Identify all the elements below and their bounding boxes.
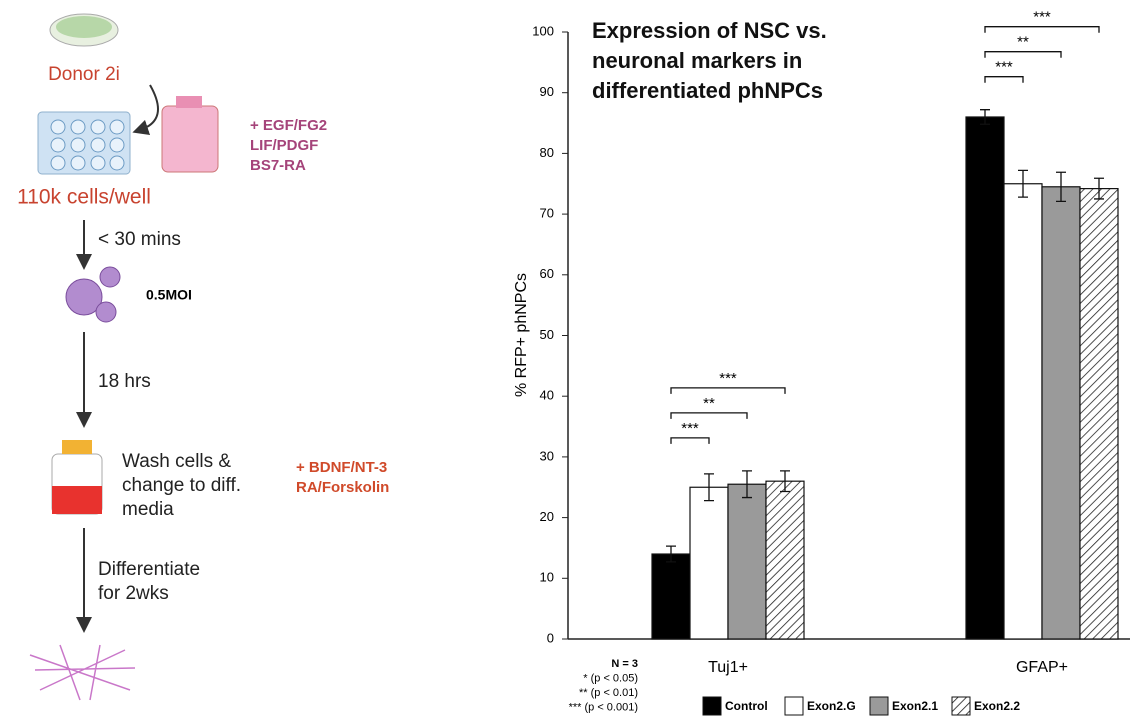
y-tick-label: 20 [540,509,554,524]
cells-label: 110k cells/well [17,186,151,209]
wash-line: media [122,499,174,520]
y-tick-label: 10 [540,570,554,585]
significance-bracket [671,388,785,394]
legend-swatch [870,697,888,715]
wash-line: Wash cells & [122,451,231,472]
y-tick-label: 30 [540,448,554,463]
significance-label: *** [995,59,1013,76]
significance-label: ** [1017,34,1029,51]
bar [728,484,766,639]
bar [652,554,690,639]
legend-swatch [785,697,803,715]
significance-bracket [985,52,1061,58]
note: N = 3 [611,658,638,670]
x-tick-label: GFAP+ [1016,659,1068,676]
canvas: Donor 2i + EGF/FG2 LIF/PDGF BS7-RA 110k … [0,0,1140,719]
legend-label: Exon2.2 [974,699,1020,713]
wash-line: change to diff. [122,475,241,496]
bar [1004,184,1042,639]
diff-line: Differentiate [98,559,200,580]
legend-label: Control [725,699,768,713]
step-label: < 30 mins [98,229,181,250]
y-tick-label: 40 [540,388,554,403]
y-tick-label: 60 [540,266,554,281]
media-line: LIF/PDGF [250,137,318,154]
page: body { margin: 0; width: 1140px; height:… [0,0,1140,719]
y-axis-label: % RFP+ phNPCs [513,273,530,397]
note: * (p < 0.05) [583,672,638,684]
media-line: RA/Forskolin [296,479,389,496]
media-line: + BDNF/NT-3 [296,459,387,476]
significance-bracket [985,77,1023,83]
figure: {"workflow": {"donor": "Donor 2i", "medi… [0,0,1140,719]
note: *** (p < 0.001) [569,701,638,713]
y-tick-label: 80 [540,145,554,160]
significance-label: ** [703,395,715,412]
bar [1080,189,1118,639]
step-label: 18 hrs [98,371,151,392]
y-tick-label: 50 [540,327,554,342]
y-tick-label: 100 [532,23,554,38]
donor-label: Donor 2i [48,64,120,85]
bar [690,487,728,639]
significance-label: *** [719,370,737,387]
bar [1042,187,1080,639]
moi-label: 0.5MOI [146,287,192,303]
legend-swatch [703,697,721,715]
bar [966,117,1004,639]
media-1: + EGF/FG2 LIF/PDGF BS7-RA [250,117,327,174]
significance-bracket [671,413,747,419]
significance-label: *** [1033,9,1051,26]
legend-label: Exon2.1 [892,699,938,713]
y-tick-label: 90 [540,84,554,99]
note: ** (p < 0.01) [579,687,638,699]
significance-bracket [671,438,709,444]
chart-title: Expression of NSC vs. neuronal markers i… [592,16,852,106]
diff-line: for 2wks [98,583,169,604]
y-tick-label: 70 [540,206,554,221]
bar [766,481,804,639]
x-tick-label: Tuj1+ [708,659,748,676]
y-tick-label: 0 [547,630,554,645]
legend-swatch [952,697,970,715]
legend-label: Exon2.G [807,699,856,713]
significance-label: *** [681,420,699,437]
media-line: + EGF/FG2 [250,117,327,134]
media-line: BS7-RA [250,157,306,174]
significance-bracket [985,27,1099,33]
